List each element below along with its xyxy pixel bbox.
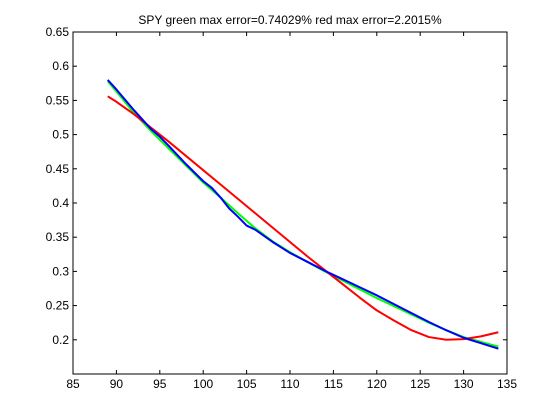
blue-series-line [106,79,499,350]
x-tick-label: 125 [410,377,430,391]
y-tick-label: 0.25 [46,299,70,313]
y-tick-label: 0.45 [46,162,70,176]
red-series-line [107,95,499,341]
x-tick-label: 105 [237,377,257,391]
x-tick-label: 100 [193,377,213,391]
x-tick-label: 120 [367,377,387,391]
y-tick-label: 0.2 [52,333,69,347]
x-tick-label: 130 [454,377,474,391]
axis-ticks: 85 90 95 100 105 110 115 120 125 130 135 0.2 0.25 0.3… [46,25,518,391]
x-tick-label: 110 [280,377,299,391]
y-tick-label: 0.65 [46,25,70,39]
x-tick-label: 95 [153,377,167,391]
y-tick-label: 0.5 [52,128,69,142]
x-tick-label: 85 [66,377,80,391]
y-tick-label: 0.4 [52,196,69,210]
y-tick-label: 0.35 [46,230,70,244]
x-tick-label: 90 [110,377,124,391]
plot-area [72,31,508,375]
x-tick-label: 135 [497,377,517,391]
series-layer [106,79,499,350]
y-tick-label: 0.55 [46,93,70,107]
y-tick-label: 0.3 [52,264,69,278]
y-tick-label: 0.6 [52,59,69,73]
chart-title: SPY green max error=0.74029% red max err… [138,13,442,27]
x-tick-label: 115 [324,377,343,391]
